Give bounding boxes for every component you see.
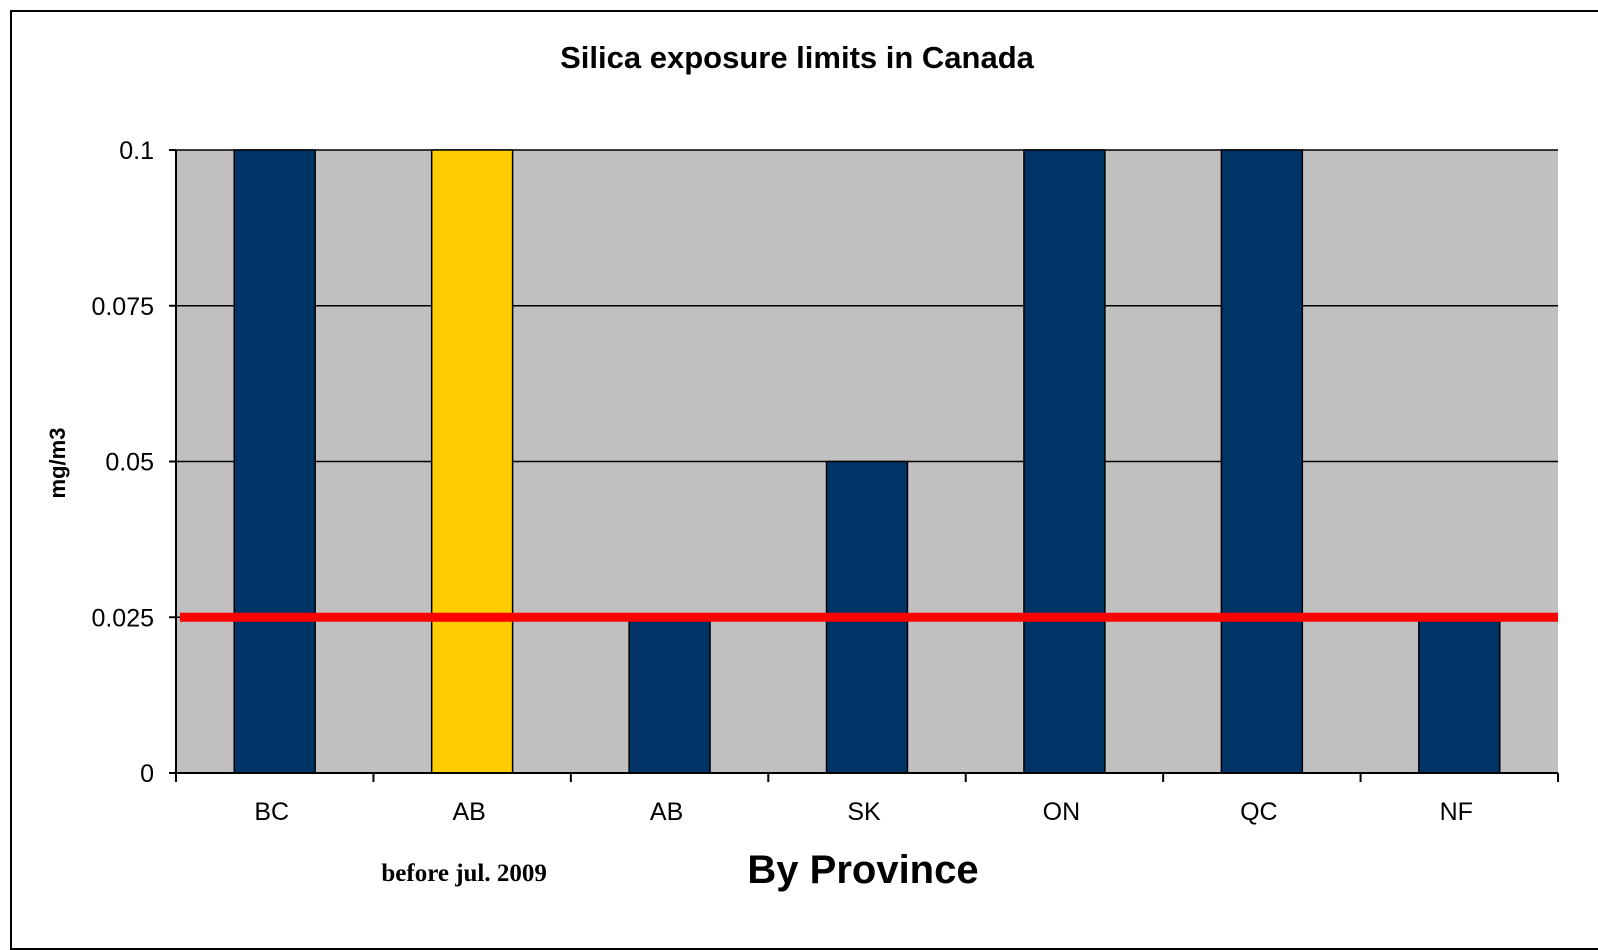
chart-title: Silica exposure limits in Canada	[560, 40, 1035, 75]
y-tick-label: 0.05	[105, 449, 154, 477]
x-tick-label: AB	[650, 798, 683, 826]
x-axis-label: By Province	[747, 848, 978, 892]
annotation-label: before jul. 2009	[381, 860, 547, 887]
x-tick-label: ON	[1043, 798, 1081, 826]
x-tick-label: NF	[1440, 798, 1473, 826]
bar-on-4	[1023, 149, 1106, 774]
bar-ab-2	[628, 616, 711, 774]
bar-qc-5	[1220, 149, 1304, 774]
x-tick-label: BC	[254, 798, 289, 826]
bar-bc-0	[233, 149, 316, 774]
x-tick-label: QC	[1240, 798, 1278, 826]
y-tick-labels: 0 0.025 0.05 0.075 0.1	[91, 137, 154, 788]
x-tick-label: AB	[452, 798, 485, 826]
y-tick-label: 0	[140, 760, 154, 788]
x-tick-labels: BC AB AB SK ON QC NF	[254, 798, 1473, 826]
bar-ab-1	[430, 149, 514, 774]
x-tick-label: SK	[847, 798, 881, 826]
bar-nf-6	[1418, 616, 1501, 774]
y-tick-label: 0.075	[91, 293, 154, 321]
y-tick-label: 0.025	[91, 604, 154, 632]
bars	[233, 149, 1501, 774]
y-axis-label: mg/m3	[45, 428, 70, 499]
axes	[169, 149, 1559, 782]
y-tick-label: 0.1	[119, 137, 154, 165]
